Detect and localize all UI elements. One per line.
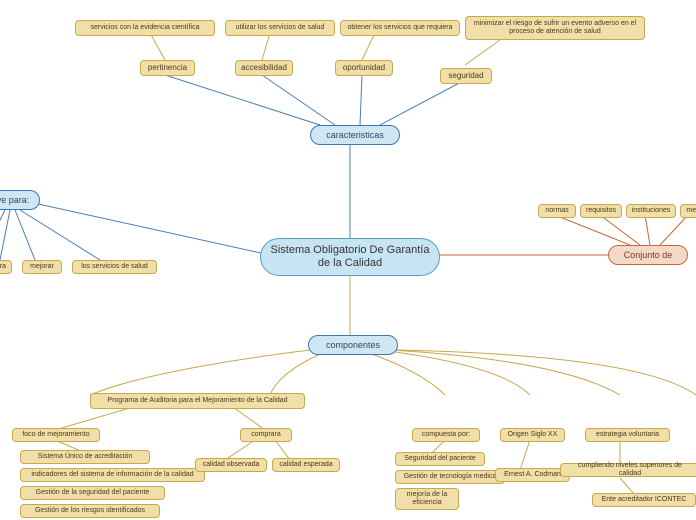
comprara-node: comprara: [240, 428, 292, 442]
conjunto-child-3: mecanismos: [680, 204, 696, 218]
foco-node: foco de mejoramiento: [12, 428, 100, 442]
accesibilidad-node: accesibilidad: [235, 60, 293, 76]
componentes-node: componentes: [308, 335, 398, 355]
conjunto-child-0: normas: [538, 204, 576, 218]
compuesta-item-1: Gestión de tecnología medica: [395, 470, 505, 484]
seguridad-desc: minimizar el riesgo de sufrir un evento …: [465, 16, 645, 40]
caracteristicas-label: caracteristicas: [326, 130, 384, 141]
foco-item-3: Gestión de los riesgos identificados: [20, 504, 160, 518]
compuesta-node: compuesta por:: [412, 428, 480, 442]
ernest-node: Ernest A. Codman: [495, 468, 570, 482]
root-node: Sistema Obligatorio De Garantía de la Ca…: [260, 238, 440, 276]
sirve-child-1: mejorar: [22, 260, 62, 274]
foco-item-1: indicadores del sistema de información d…: [20, 468, 205, 482]
pertinencia-node: pertinencia: [140, 60, 195, 76]
sirve-child-2: los servicios de salud: [72, 260, 157, 274]
cumpliendo-node: cumpliendo niveles superiores de calidad: [560, 463, 696, 477]
foco-item-0: Sistema Único de acreditación: [20, 450, 150, 464]
origen-node: Origen Siglo XX: [500, 428, 565, 442]
comprara-item-1: calidad esperada: [272, 458, 340, 472]
conjunto-child-2: instituciones: [626, 204, 676, 218]
seguridad-node: seguridad: [440, 68, 492, 84]
caracteristicas-node: caracteristicas: [310, 125, 400, 145]
foco-item-2: Gestión de la seguridad del paciente: [20, 486, 165, 500]
estrategia-node: estrategia voluntaria: [585, 428, 670, 442]
comprara-item-0: calidad observada: [195, 458, 267, 472]
root-label: Sistema Obligatorio De Garantía de la Ca…: [267, 244, 433, 270]
conjunto-child-1: requisitos: [580, 204, 622, 218]
oportunidad-node: oportunidad: [335, 60, 393, 76]
compuesta-item-0: Seguridad del paciente: [395, 452, 485, 466]
compuesta-item-2: mejoría de la eficiencia: [395, 488, 459, 510]
oportunidad-desc: obtener los servicios que requiera: [340, 20, 460, 36]
pertinencia-desc: servicios con la evidencia científica: [75, 20, 215, 36]
programa-node: Programa de Auditoria para el Mejoramien…: [90, 393, 305, 409]
accesibilidad-desc: utilizar los servicios de salud: [225, 20, 335, 36]
sirve-child-0: era: [0, 260, 12, 274]
ente-node: Ente acreditador ICONTEC: [592, 493, 696, 507]
conjunto-node: Conjunto de: [608, 245, 688, 265]
sirve-node: Sirve para:: [0, 190, 40, 210]
